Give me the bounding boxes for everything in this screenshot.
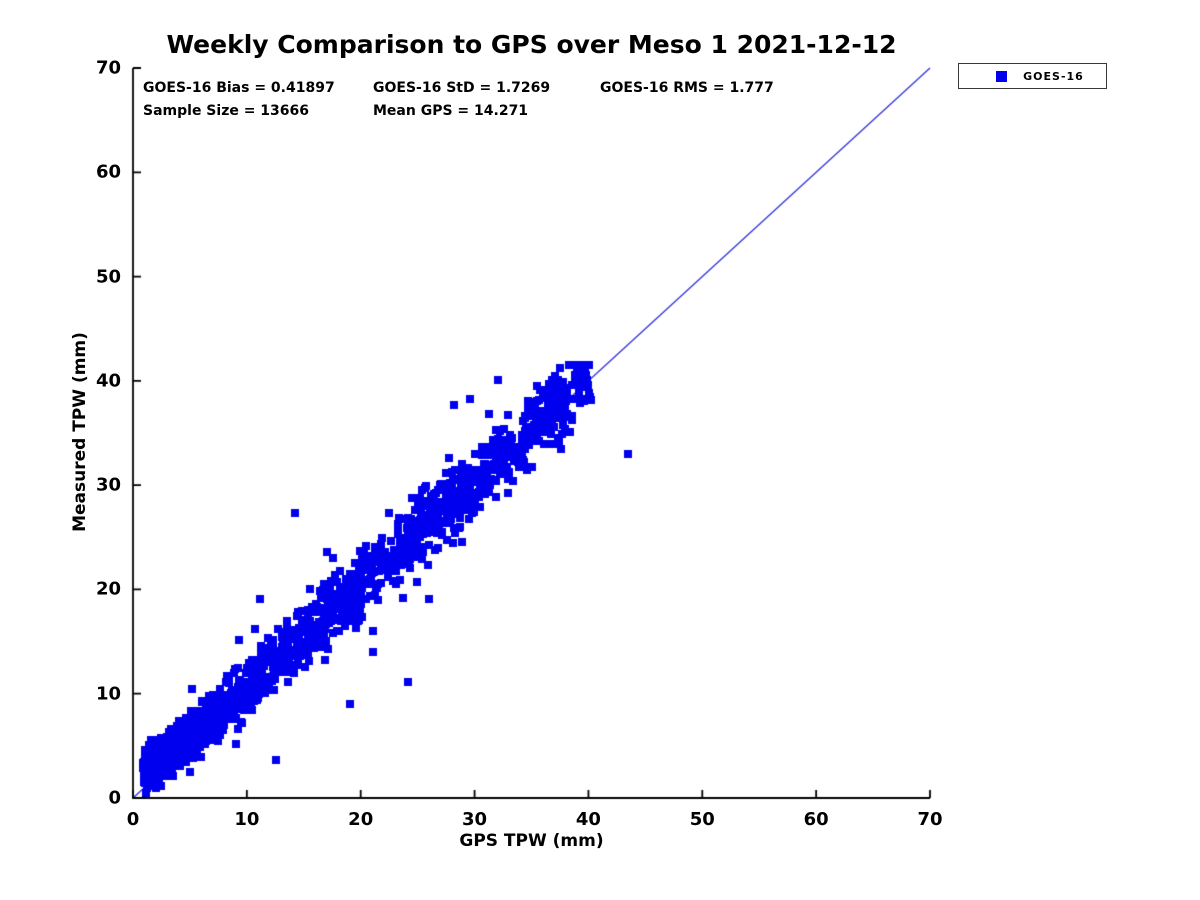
y-tick-label: 60 [95, 161, 121, 183]
x-tick-label: 70 [917, 809, 943, 830]
x-tick-label: 30 [462, 809, 488, 830]
y-tick-label: 0 [108, 787, 121, 809]
y-tick-label: 70 [95, 57, 121, 79]
stat-rms: GOES-16 RMS = 1.777 [600, 80, 774, 96]
chart-title: Weekly Comparison to GPS over Meso 1 202… [166, 30, 897, 59]
y-tick-label: 20 [95, 578, 121, 600]
x-tick-label: 10 [234, 809, 260, 830]
x-axis-label: GPS TPW (mm) [459, 831, 604, 851]
stat-sample-size: Sample Size = 13666 [143, 103, 310, 119]
y-axis-label: Measured TPW (mm) [70, 332, 90, 532]
stat-mean-gps: Mean GPS = 14.271 [373, 103, 529, 119]
y-tick-label: 30 [95, 474, 121, 496]
y-tick-label: 10 [95, 683, 121, 705]
y-tick-label: 50 [95, 266, 121, 288]
legend-series-label: GOES-16 [1023, 69, 1084, 83]
legend: GOES-16 [958, 63, 1107, 89]
x-tick-label: 50 [689, 809, 715, 830]
x-tick-label: 40 [575, 809, 601, 830]
stat-bias: GOES-16 Bias = 0.41897 [143, 80, 335, 96]
y-tick-label: 40 [95, 370, 121, 392]
x-tick-label: 0 [126, 809, 140, 830]
x-tick-label: 60 [803, 809, 829, 830]
x-tick-label: 20 [348, 809, 374, 830]
legend-marker-square-icon [996, 70, 1007, 82]
stat-std: GOES-16 StD = 1.7269 [373, 80, 551, 96]
